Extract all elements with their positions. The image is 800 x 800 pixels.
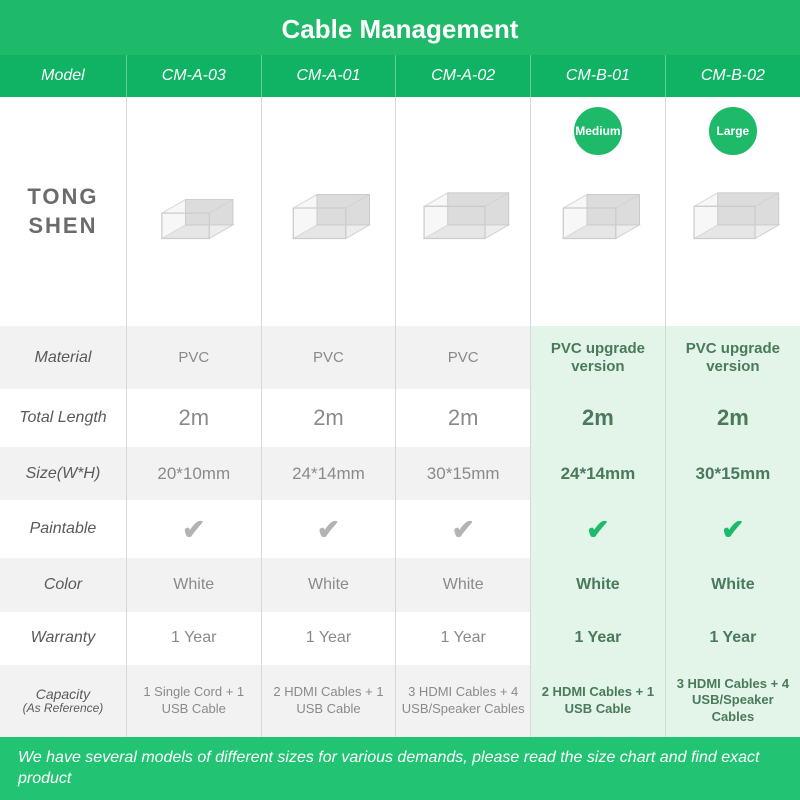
paintable-CM-B-02: ✔: [665, 500, 800, 558]
row-label-length: Total Length: [0, 389, 126, 447]
size-CM-B-02: 30*15mm: [665, 447, 800, 500]
size-badge: Large: [707, 105, 759, 157]
brand-logo: TONGSHEN: [0, 97, 126, 326]
page-title: Cable Management: [0, 0, 800, 55]
capacity-CM-A-01: 2 HDMI Cables + 1 USB Cable: [261, 665, 396, 737]
header-col-CM-A-02: CM-A-02: [396, 55, 531, 97]
material-CM-B-01: PVC upgrade version: [531, 326, 666, 389]
header-col-CM-A-01: CM-A-01: [261, 55, 396, 97]
size-badge: Medium: [572, 105, 624, 157]
material-CM-A-03: PVC: [126, 326, 261, 389]
paintable-CM-A-01: ✔: [261, 500, 396, 558]
length-CM-B-01: 2m: [531, 389, 666, 447]
color-CM-B-01: White: [531, 558, 666, 611]
warranty-CM-B-02: 1 Year: [665, 612, 800, 665]
warranty-CM-A-02: 1 Year: [396, 612, 531, 665]
product-image-CM-B-02: Large: [665, 97, 800, 326]
material-CM-B-02: PVC upgrade version: [665, 326, 800, 389]
color-CM-B-02: White: [665, 558, 800, 611]
warranty-CM-A-03: 1 Year: [126, 612, 261, 665]
warranty-CM-B-01: 1 Year: [531, 612, 666, 665]
length-CM-A-01: 2m: [261, 389, 396, 447]
paintable-CM-B-01: ✔: [531, 500, 666, 558]
row-label-color: Color: [0, 558, 126, 611]
header-col-CM-B-01: CM-B-01: [531, 55, 666, 97]
product-image-CM-A-01: [261, 97, 396, 326]
warranty-CM-A-01: 1 Year: [261, 612, 396, 665]
capacity-CM-A-02: 3 HDMI Cables + 4 USB/Speaker Cables: [396, 665, 531, 737]
capacity-CM-B-01: 2 HDMI Cables + 1 USB Cable: [531, 665, 666, 737]
comparison-table: ModelCM-A-03CM-A-01CM-A-02CM-B-01CM-B-02…: [0, 55, 800, 737]
product-image-CM-B-01: Medium: [531, 97, 666, 326]
color-CM-A-03: White: [126, 558, 261, 611]
header-col-CM-B-02: CM-B-02: [665, 55, 800, 97]
paintable-CM-A-03: ✔: [126, 500, 261, 558]
product-image-CM-A-02: [396, 97, 531, 326]
footer-note: We have several models of different size…: [0, 737, 800, 800]
capacity-CM-A-03: 1 Single Cord + 1 USB Cable: [126, 665, 261, 737]
length-CM-A-03: 2m: [126, 389, 261, 447]
product-image-CM-A-03: [126, 97, 261, 326]
row-label-material: Material: [0, 326, 126, 389]
row-label-warranty: Warranty: [0, 612, 126, 665]
check-icon: ✔: [317, 514, 340, 545]
check-icon: ✔: [182, 514, 205, 545]
row-label-paintable: Paintable: [0, 500, 126, 558]
check-icon: ✔: [721, 514, 744, 545]
check-icon: ✔: [586, 514, 609, 545]
paintable-CM-A-02: ✔: [396, 500, 531, 558]
color-CM-A-02: White: [396, 558, 531, 611]
material-CM-A-02: PVC: [396, 326, 531, 389]
header-model: Model: [0, 55, 126, 97]
size-CM-A-02: 30*15mm: [396, 447, 531, 500]
color-CM-A-01: White: [261, 558, 396, 611]
size-CM-A-01: 24*14mm: [261, 447, 396, 500]
size-CM-A-03: 20*10mm: [126, 447, 261, 500]
size-CM-B-01: 24*14mm: [531, 447, 666, 500]
header-col-CM-A-03: CM-A-03: [126, 55, 261, 97]
row-label-capacity: Capacity(As Reference): [0, 665, 126, 737]
row-label-size: Size(W*H): [0, 447, 126, 500]
material-CM-A-01: PVC: [261, 326, 396, 389]
capacity-CM-B-02: 3 HDMI Cables + 4 USB/Speaker Cables: [665, 665, 800, 737]
check-icon: ✔: [451, 514, 474, 545]
length-CM-A-02: 2m: [396, 389, 531, 447]
length-CM-B-02: 2m: [665, 389, 800, 447]
